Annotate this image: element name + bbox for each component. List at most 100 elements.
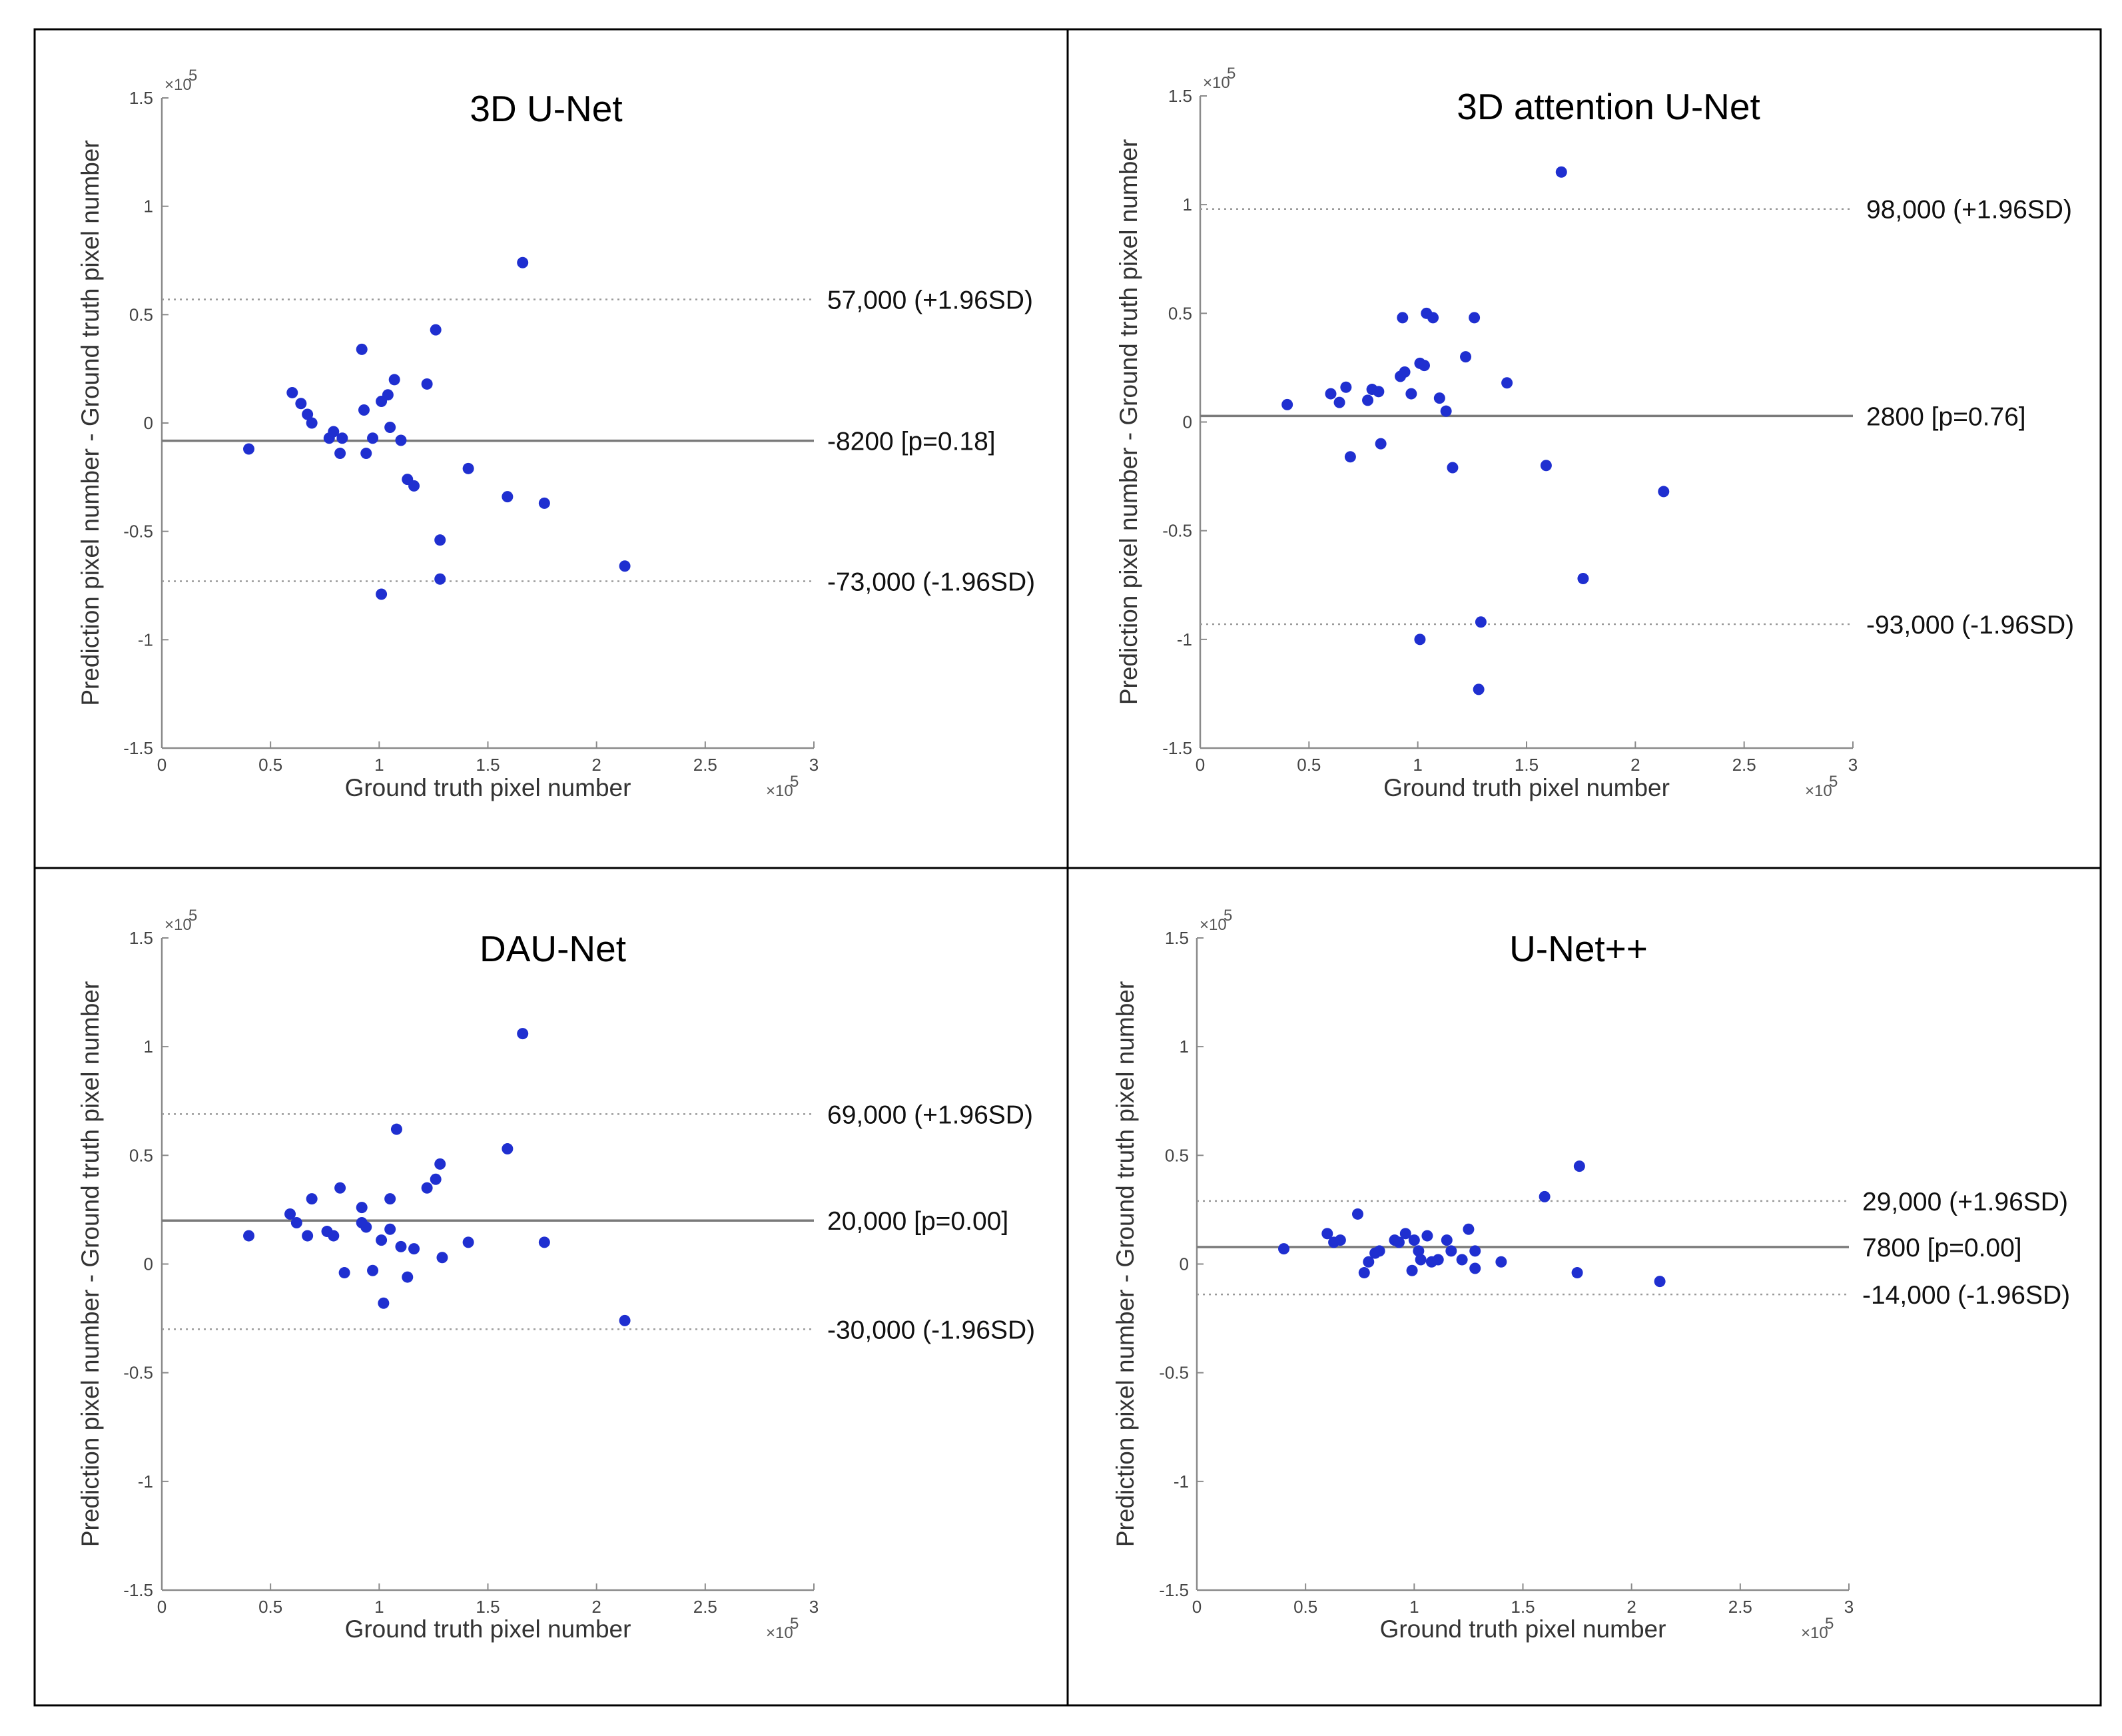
data-point [1325,388,1337,400]
data-point [367,432,379,444]
data-point [408,480,420,492]
x-tick-label: 3 [809,1597,819,1617]
lower-limit-label: -93,000 (-1.96SD) [1866,611,2074,640]
data-point [367,1264,379,1276]
data-point [1406,1264,1418,1276]
y-tick-label: 1 [1180,1037,1189,1057]
x-tick-label: 1 [1413,755,1422,775]
data-point [395,434,407,446]
data-point [1362,394,1374,406]
x-tick-label: 0.5 [258,755,282,775]
x-tick-label: 2.5 [693,1597,717,1617]
data-point [1375,438,1387,450]
data-point [1456,1254,1468,1266]
lower-limit-label: -73,000 (-1.96SD) [827,568,1035,596]
x-tick-label: 1 [1409,1597,1419,1617]
x-axis-label: Ground truth pixel number [1383,774,1670,801]
data-point [384,422,396,434]
y-exponent-base: ×10 [1200,916,1227,934]
x-tick-label: 1.5 [1511,1597,1535,1617]
y-tick-label: 1.5 [129,928,153,948]
y-tick-label: -0.5 [123,522,153,542]
y-tick-label: 0 [144,1254,153,1274]
x-exponent-base: ×10 [1805,782,1832,800]
y-tick-label: 0 [144,413,153,433]
y-tick-label: -1.5 [1159,1580,1189,1600]
x-tick-label: 3 [1844,1597,1854,1617]
data-point [1463,1223,1475,1235]
data-point [1340,381,1352,393]
y-tick-label: -1 [138,1472,153,1492]
data-point [1445,1245,1457,1257]
y-exponent-base: ×10 [1203,74,1230,92]
data-point [356,1202,368,1214]
data-point [290,1216,302,1228]
data-point [1278,1243,1290,1255]
data-point [1440,405,1452,417]
data-point [1414,634,1426,646]
data-point [302,1230,314,1242]
data-point [1573,1160,1585,1172]
data-point [421,378,433,390]
data-point [619,560,631,572]
data-point [1539,1190,1551,1202]
data-point [360,1221,372,1233]
data-point [1399,366,1411,378]
x-tick-label: 0.5 [1293,1597,1317,1617]
x-tick-label: 0 [1192,1597,1202,1617]
data-point [388,374,400,386]
data-point [1358,1267,1370,1279]
y-tick-label: 1.5 [129,88,153,108]
data-point [619,1314,631,1326]
data-point [1427,312,1439,324]
data-point [462,462,474,474]
data-point [1495,1256,1507,1268]
data-point [360,448,372,460]
data-point [284,1208,296,1220]
data-point [434,1158,446,1170]
data-point [1441,1234,1453,1246]
x-tick-label: 3 [1848,755,1858,775]
x-tick-label: 2 [1626,1597,1636,1617]
x-tick-label: 2 [591,1597,601,1617]
data-point [295,398,307,410]
chart-title: 3D attention U-Net [1457,86,1760,127]
x-tick-label: 2 [591,755,601,775]
data-point [1577,572,1589,584]
x-exponent-power: 5 [1825,1615,1834,1633]
data-point [376,1234,388,1246]
x-exponent-power: 5 [1829,773,1838,791]
data-point [517,256,529,268]
mean-label: -8200 [p=0.18] [827,428,996,456]
data-point [1501,377,1513,389]
mean-label: 2800 [p=0.76] [1866,402,2026,431]
data-point [1333,396,1345,408]
x-axis-label: Ground truth pixel number [1380,1615,1666,1643]
x-tick-label: 0 [157,1597,167,1617]
data-point [1405,388,1417,400]
y-tick-label: -1 [1174,1472,1189,1492]
y-tick-label: 1.5 [1165,928,1189,948]
data-point [502,491,514,503]
panel-3d-attention-unet: 1.510.50-0.5-1-1.50 0.5 1 1.5 2 2.5 3×105×105G… [1115,65,2074,801]
x-tick-label: 2.5 [693,755,717,775]
data-point [382,389,394,401]
data-point [538,1236,550,1248]
data-point [1393,1236,1405,1248]
data-point [1469,312,1481,324]
data-point [1321,1228,1333,1240]
x-tick-label: 2 [1630,755,1640,775]
data-point [334,1182,346,1194]
chart-title: 3D U-Net [470,88,622,129]
data-point [1373,1245,1385,1257]
data-point [1469,1262,1481,1274]
data-point [334,448,346,460]
data-point [1475,616,1487,628]
data-point [1363,1256,1375,1268]
y-tick-label: 0.5 [129,304,153,324]
y-tick-label: -0.5 [123,1363,153,1383]
y-tick-label: 0 [1180,1254,1189,1274]
y-tick-label: 1 [1183,195,1192,215]
x-axis-label: Ground truth pixel number [345,774,631,801]
panel-3d-unet: 1.510.50-0.5-1-1.50 0.5 1 1.5 2 2.5 3×105×105G… [77,67,1035,801]
